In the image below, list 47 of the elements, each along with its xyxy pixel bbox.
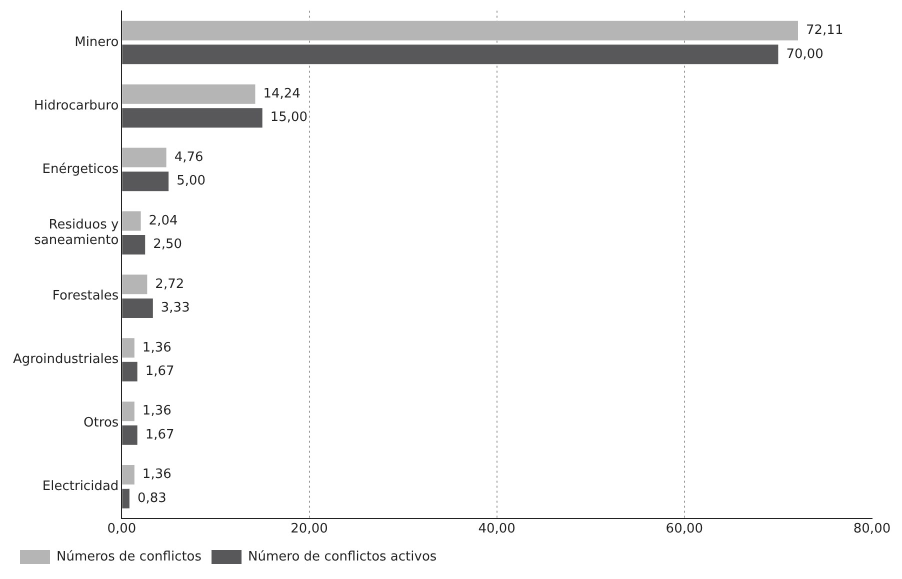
x-tick-label: 20,00 [290, 522, 328, 537]
bar [122, 44, 778, 64]
data-label: 5,00 [176, 174, 206, 189]
bar [122, 362, 138, 382]
data-label: 72,11 [806, 23, 844, 38]
bar [122, 235, 146, 255]
y-tick-label: Agroindustriales [12, 352, 119, 368]
bar [122, 20, 798, 40]
data-label: 1,36 [142, 340, 172, 356]
data-label: 14,24 [263, 86, 300, 102]
bar [122, 465, 134, 485]
data-label: 2,50 [153, 237, 182, 252]
bar [122, 274, 148, 294]
x-tick-label: 80,00 [853, 522, 891, 537]
data-label: 4,76 [174, 150, 204, 165]
bar [122, 211, 141, 231]
bar [122, 488, 130, 508]
legend-label: Número de conflictos activos [248, 549, 437, 564]
data-label: 3,33 [160, 300, 190, 316]
data-label: 2,72 [155, 276, 184, 292]
bar [122, 84, 256, 104]
y-tick-label: Residuos y saneamiento [34, 217, 119, 248]
data-label: 0,83 [137, 490, 166, 506]
bar [122, 338, 134, 358]
data-label: 1,67 [145, 364, 174, 380]
bar [122, 108, 262, 128]
bar [122, 172, 169, 192]
data-label: 15,00 [270, 110, 308, 126]
bar [122, 402, 134, 422]
x-tick-label: 40,00 [478, 522, 516, 537]
data-label: 1,67 [145, 427, 174, 442]
y-tick-label: Enérgeticos [42, 162, 119, 177]
y-tick-label: Otros [84, 416, 119, 431]
legend-label: Números de conflictos [56, 549, 202, 564]
y-tick-label: Hidrocarburo [34, 98, 119, 114]
x-tick-label: 60,00 [666, 522, 704, 537]
data-label: 1,36 [142, 404, 172, 419]
data-label: 1,36 [142, 467, 172, 482]
data-label: 2,04 [148, 213, 178, 228]
y-tick-label: Electricidad [42, 479, 119, 494]
bar [122, 148, 166, 168]
y-tick-label: Forestales [52, 288, 119, 304]
y-tick-label: Minero [74, 34, 119, 50]
bar [122, 298, 153, 318]
x-tick-label: 0,00 [107, 522, 136, 537]
bar [122, 425, 138, 445]
data-label: 70,00 [786, 46, 824, 62]
